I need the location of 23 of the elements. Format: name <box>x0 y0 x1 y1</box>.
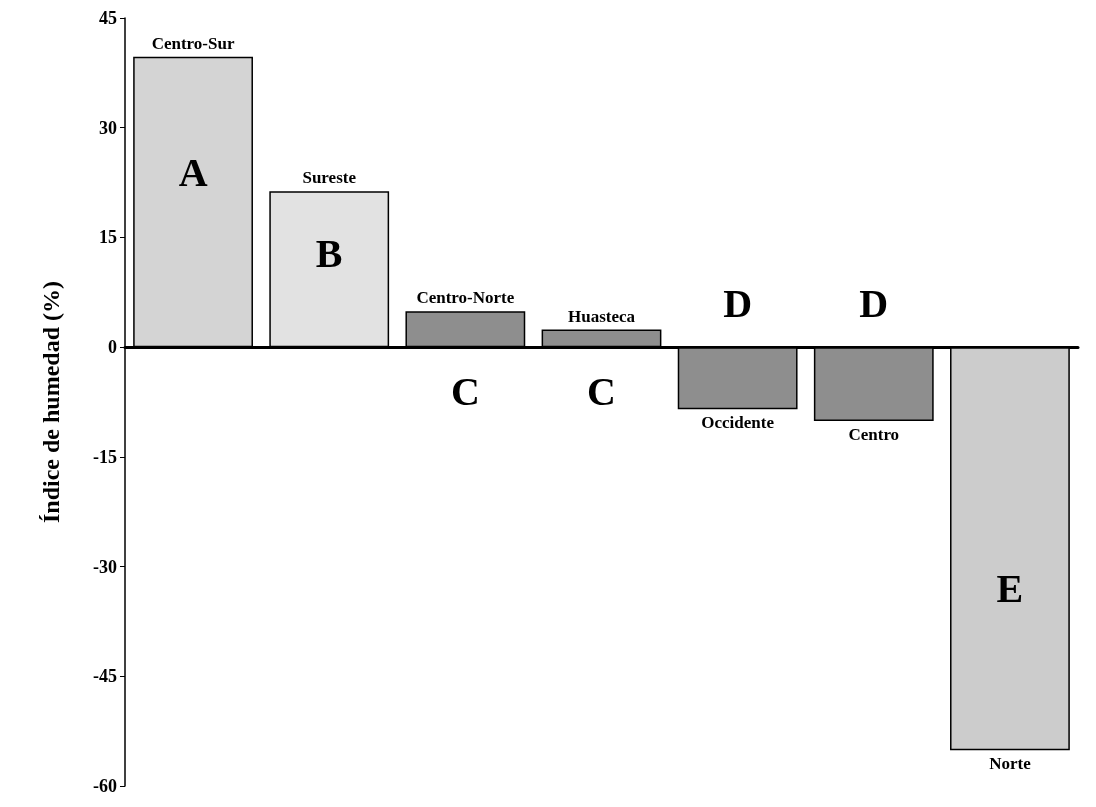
x-tick-label: Norte <box>989 754 1032 774</box>
y-tick-label: -30 <box>93 556 117 577</box>
annotation: E <box>996 566 1024 612</box>
annotation: D <box>859 280 889 326</box>
y-tick-label: 15 <box>99 227 117 248</box>
x-tick-label: Centro <box>848 425 900 445</box>
annotation: D <box>723 280 753 326</box>
x-tick-label: Occidente <box>701 413 775 433</box>
annotation: B <box>315 231 343 277</box>
annotation: A <box>178 150 208 196</box>
x-tick-label: Huasteca <box>567 306 636 326</box>
x-tick-label: Sureste <box>302 168 357 188</box>
annotation: C <box>450 368 480 414</box>
y-tick-label: 45 <box>99 8 117 28</box>
y-tick-label: -45 <box>93 666 117 687</box>
x-tick-label: Centro-Sur <box>151 33 235 53</box>
y-tick-label: -60 <box>93 776 117 796</box>
y-tick-label: 0 <box>108 337 117 358</box>
y-axis-title: Índice de humedad (%) <box>38 280 64 524</box>
y-tick-label: 30 <box>99 117 117 138</box>
x-tick-label: Centro-Norte <box>416 288 515 308</box>
annotation: C <box>587 368 616 414</box>
y-tick-label: -15 <box>93 446 117 467</box>
